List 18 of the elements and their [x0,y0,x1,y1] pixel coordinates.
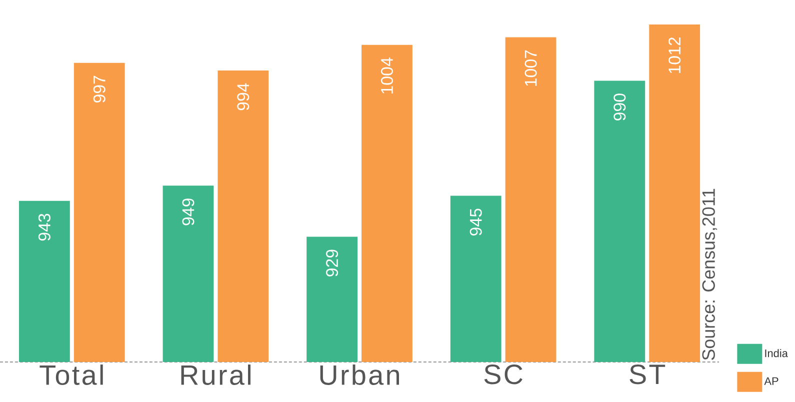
data-label: 990 [614,94,626,120]
x-tick-label: Rural [181,364,250,385]
x-tick-label: SC [484,364,522,384]
legend-label: India [765,349,788,358]
data-label: 945 [470,208,482,236]
data-label: 929 [326,250,338,276]
x-tick-label: ST [630,364,666,384]
data-label: 997 [93,76,106,102]
data-label: 949 [182,198,194,226]
data-label: 1007 [524,50,537,86]
data-label: 1004 [380,58,393,94]
x-tick-label: Total [40,364,103,385]
x-tick-label: Urban [320,364,399,385]
data-label: 994 [237,83,250,110]
data-label: 943 [38,214,50,241]
legend-label: AP [764,377,778,385]
annotation: Source: Census,2011 [702,188,718,360]
data-label: 1012 [668,38,681,74]
